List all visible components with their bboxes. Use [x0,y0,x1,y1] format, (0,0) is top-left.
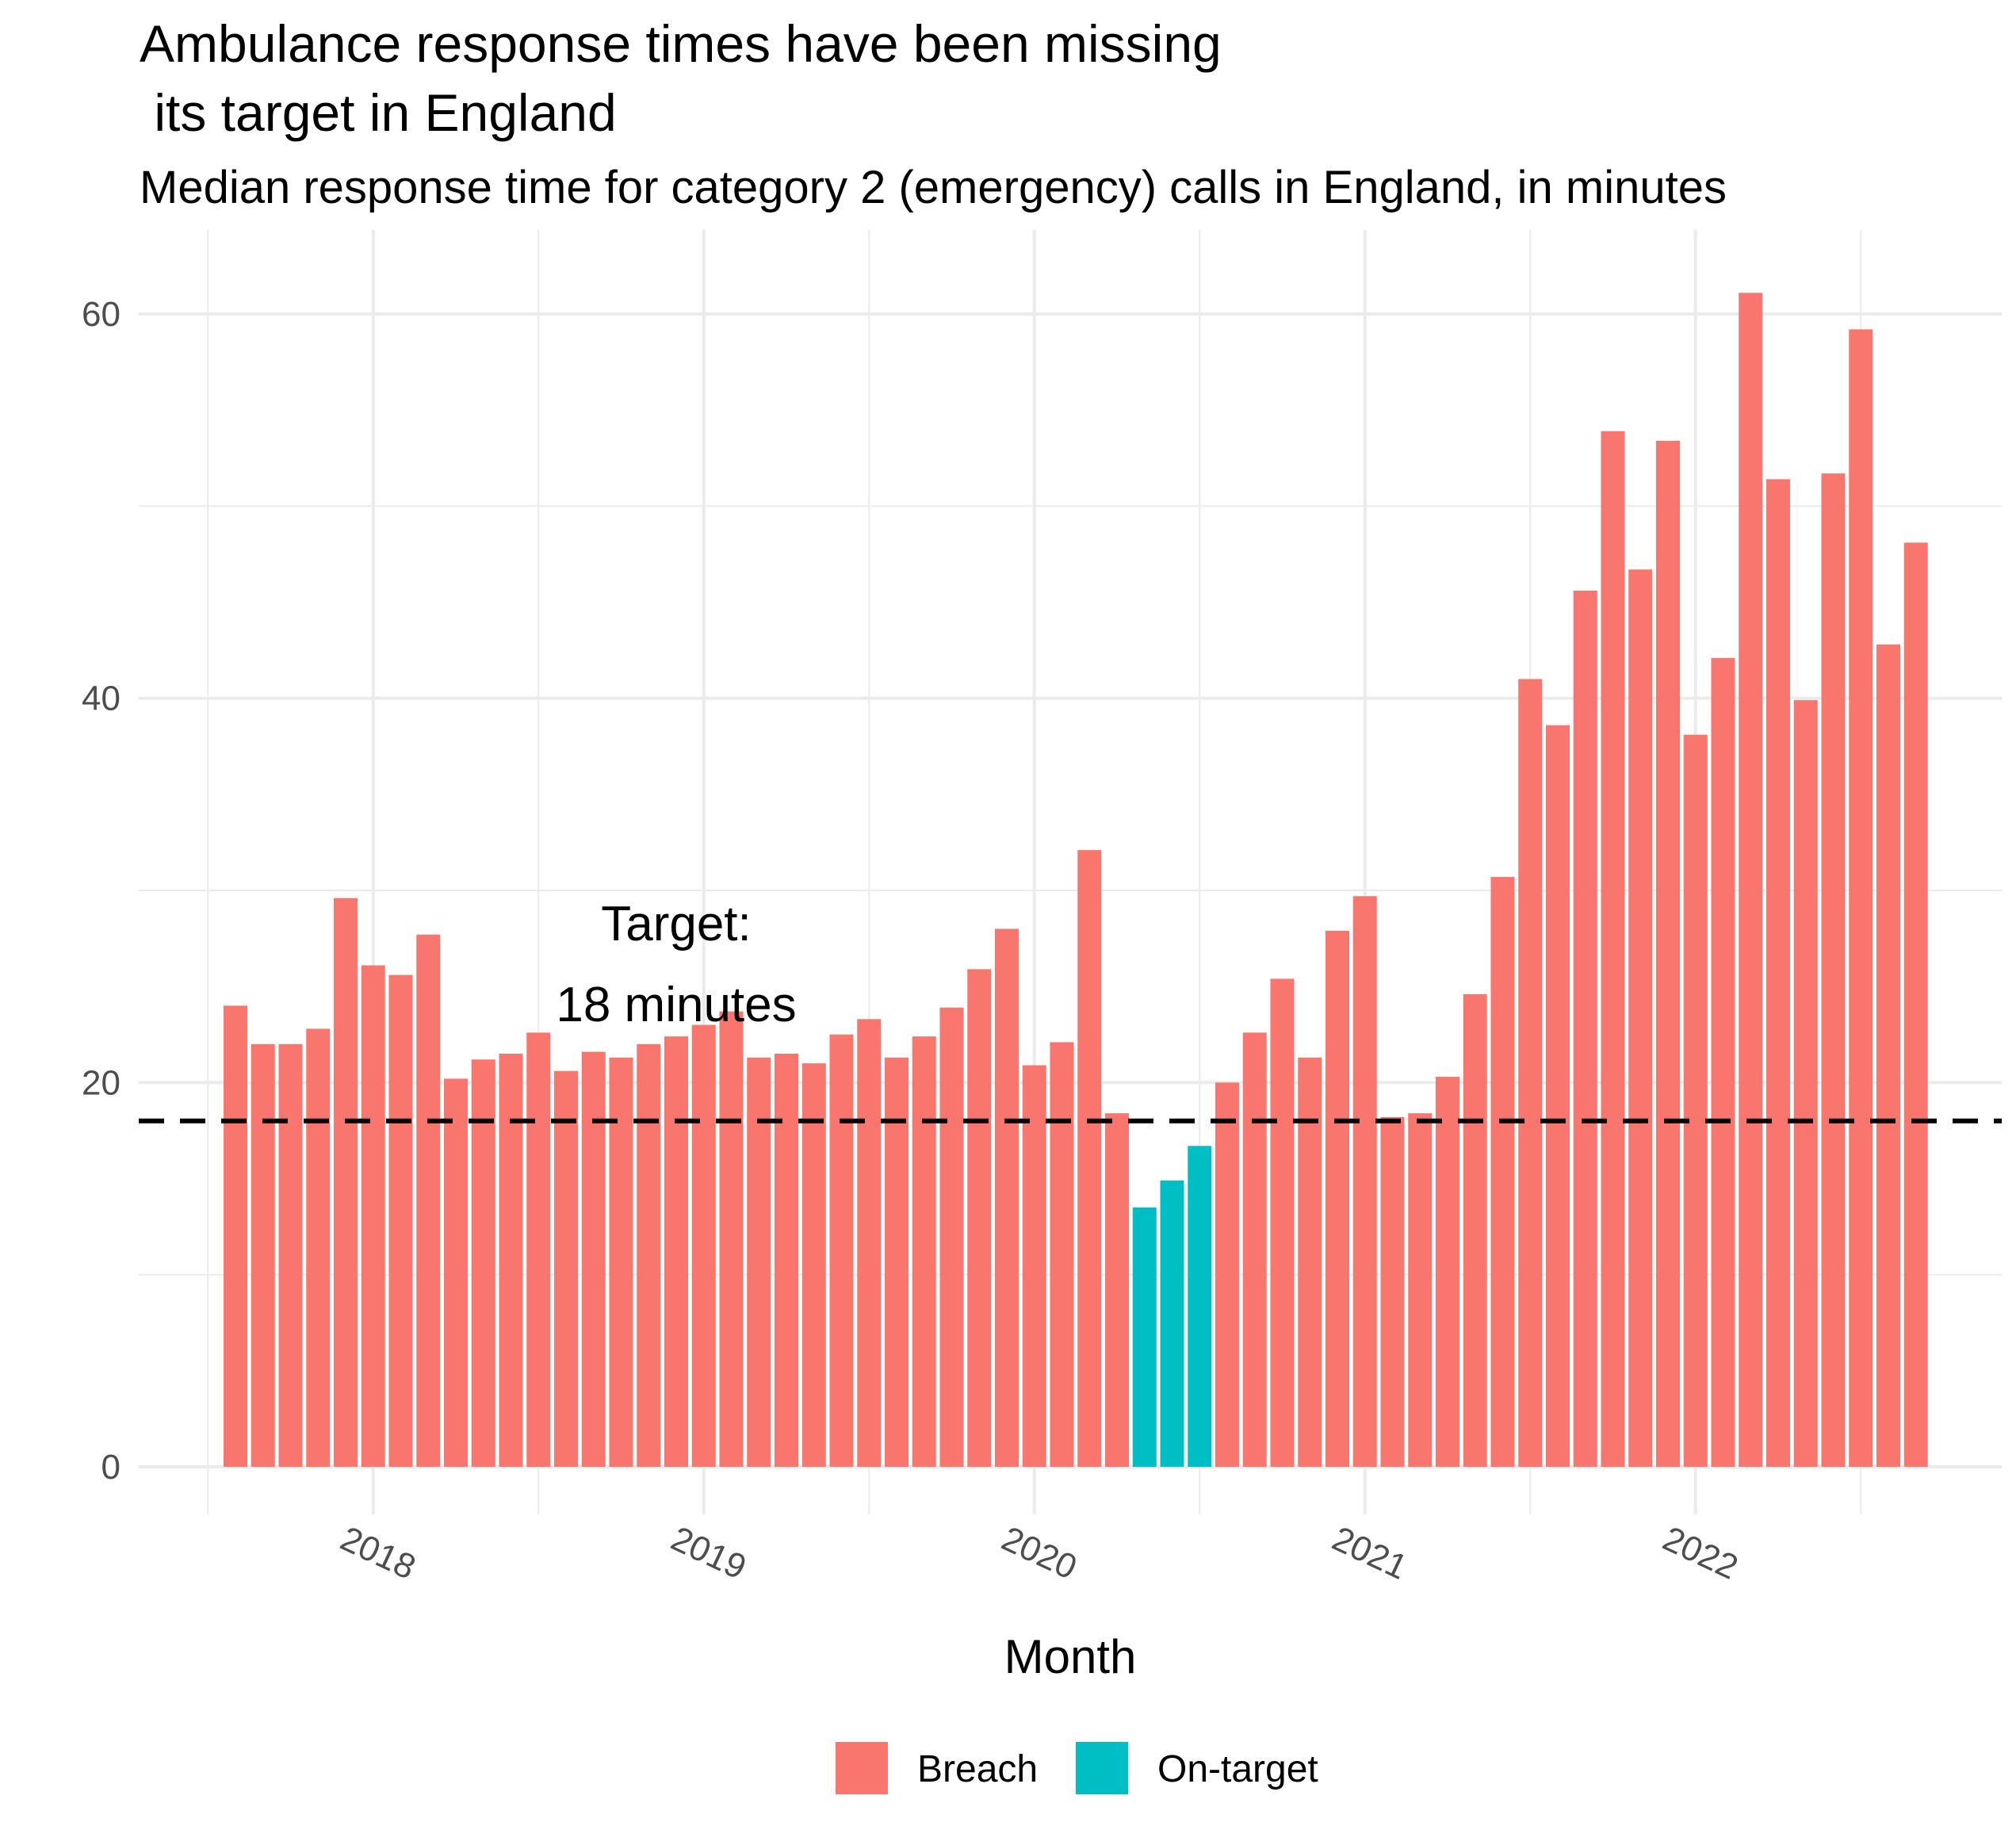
bar [1628,569,1653,1467]
x-tick-label: 2022 [1657,1519,1743,1587]
bar [224,1005,247,1467]
x-tick-label: 2019 [665,1519,752,1587]
bar [857,1019,882,1467]
bar [1711,657,1735,1467]
legend: Breach On-target [836,1742,1318,1794]
bar [416,934,441,1467]
bars [224,293,1928,1468]
bar [361,965,385,1467]
bar [995,928,1019,1467]
y-tick-label: 40 [82,679,121,718]
bar [609,1057,633,1467]
bar [801,1063,826,1467]
bar [278,1043,303,1467]
bar [885,1057,909,1467]
bar [1022,1065,1046,1467]
bar [775,1053,798,1467]
bar [1298,1057,1322,1467]
legend-swatch-on-target [1076,1742,1128,1794]
target-label-line-1: Target: [601,897,752,951]
bar [829,1034,854,1467]
bar [444,1078,468,1467]
x-axis-ticks: 2018 2019 2020 2021 2022 [335,1519,1743,1587]
bar [691,1024,716,1467]
legend-swatch-breach [836,1742,888,1794]
chart-title-line-1: Ambulance response times have been missi… [140,14,1222,73]
bar [1050,1042,1074,1467]
bar [1105,1113,1129,1467]
bar [1463,993,1487,1467]
bar [664,1036,688,1467]
bar [1518,679,1543,1467]
bar [1215,1082,1239,1467]
bar [939,1007,964,1467]
bar [1903,542,1928,1467]
chart-title-line-2: its target in England [140,83,617,142]
bar [1380,1116,1405,1467]
x-tick-label: 2018 [335,1519,421,1587]
legend-label-breach: Breach [917,1748,1038,1790]
x-axis-title: Month [1004,1630,1137,1683]
y-axis-ticks: 0 20 40 60 [82,295,121,1487]
legend-label-on-target: On-target [1157,1748,1318,1790]
bar [1352,896,1377,1467]
bar [1656,440,1680,1468]
bar [1436,1077,1459,1467]
bar [581,1051,606,1467]
bar [1601,431,1625,1468]
bar [1408,1113,1433,1467]
bar [1077,850,1102,1467]
bar [1876,644,1900,1467]
bar [1132,1207,1157,1467]
bar [747,1057,771,1467]
bar [1821,473,1846,1467]
bar [1849,329,1873,1467]
bar [1546,725,1570,1467]
y-tick-label: 0 [101,1448,121,1487]
bar [1270,978,1295,1467]
bar [1739,293,1763,1468]
bar [1242,1032,1267,1467]
bar [1188,1146,1212,1467]
y-tick-label: 60 [82,295,121,334]
bar [1326,930,1349,1467]
bar [1793,700,1818,1467]
x-tick-label: 2020 [996,1519,1082,1587]
chart-subtitle: Median response time for category 2 (eme… [140,162,1727,213]
target-label-line-2: 18 minutes [556,978,796,1032]
x-tick-label: 2021 [1326,1519,1413,1587]
bar [1573,590,1597,1468]
bar [388,974,413,1467]
bar [1766,479,1790,1467]
bar [967,969,992,1467]
bar [554,1070,578,1467]
bar [471,1059,495,1467]
bar [637,1043,661,1467]
bar [526,1032,551,1467]
bar [1683,734,1708,1467]
bar [334,898,358,1467]
bar [251,1043,275,1467]
bar [1160,1180,1184,1467]
bar [1490,877,1515,1467]
y-tick-label: 20 [82,1063,121,1102]
bar [499,1053,523,1467]
bar [306,1028,331,1467]
bar [912,1036,936,1467]
bar [719,1011,744,1467]
